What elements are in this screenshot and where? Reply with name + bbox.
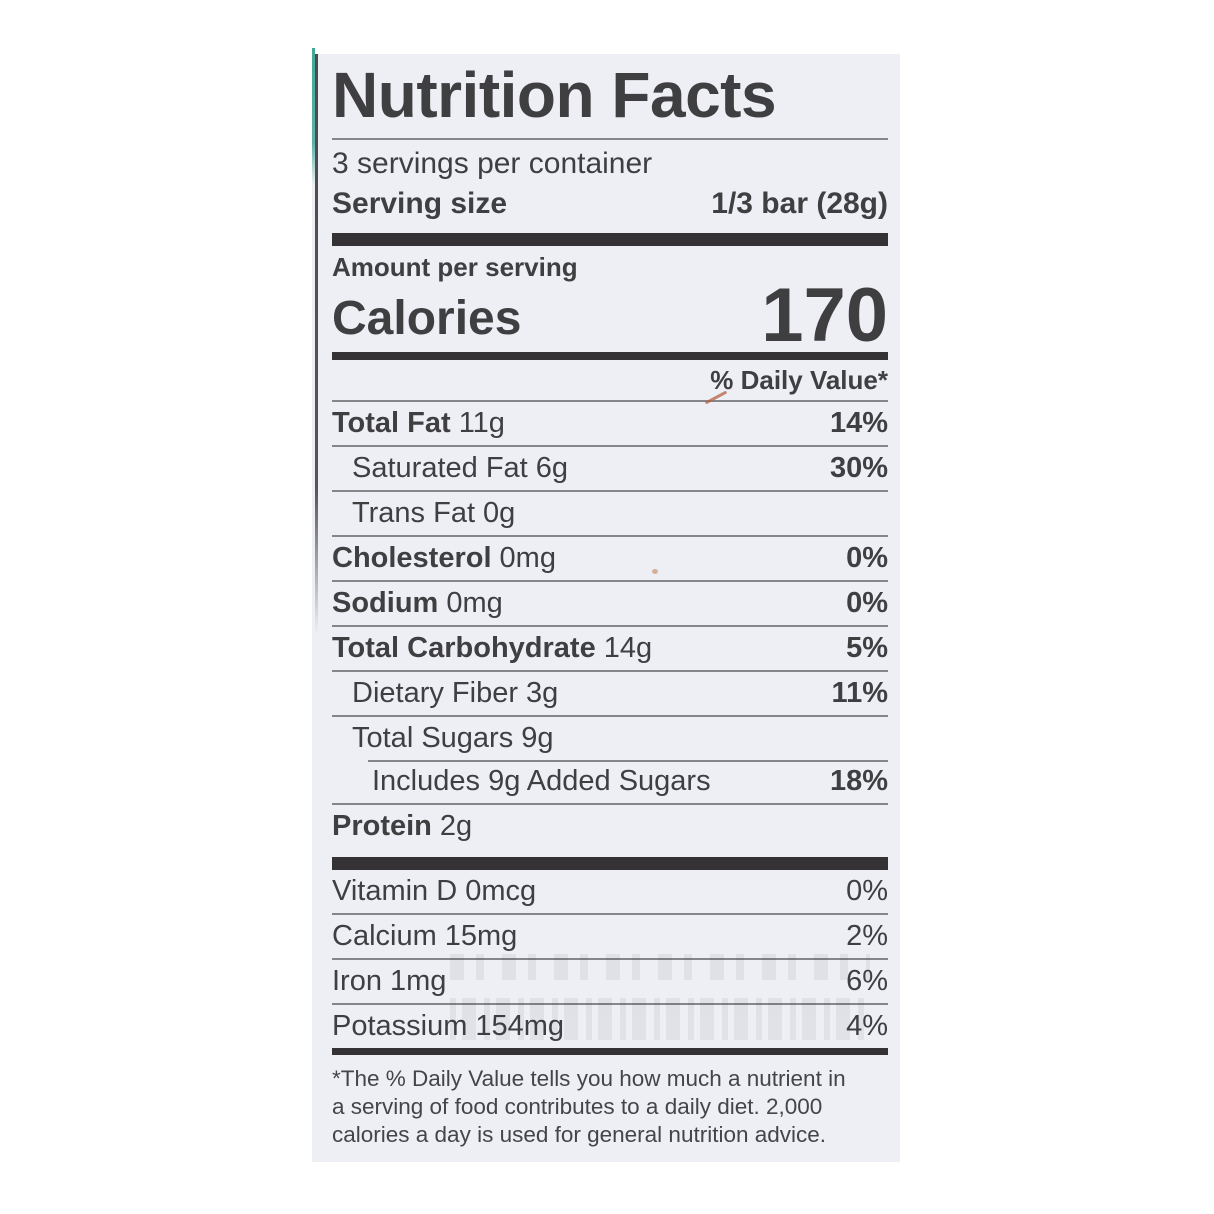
- teal-edge-artifact: [312, 48, 315, 184]
- nutrient-row-trans-fat: Trans Fat 0g: [332, 490, 888, 535]
- daily-value-header: % Daily Value*: [710, 365, 888, 395]
- section-bar-micros: [332, 857, 888, 870]
- nutrient-row-dietary-fiber: Dietary Fiber 3g 11%: [332, 670, 888, 715]
- serving-size-row: Serving size 1/3 bar (28g): [332, 184, 888, 224]
- title-divider: [332, 138, 888, 140]
- nutrient-row-protein: Protein 2g: [332, 803, 888, 848]
- nutrient-row-total-sugars: Total Sugars 9g: [332, 715, 888, 760]
- label-title: Nutrition Facts: [332, 59, 777, 131]
- nutrient-rows: Total Fat 11g 14% Saturated Fat 6g 30% Tra…: [332, 400, 888, 848]
- micronutrient-row-vitamin-d: Vitamin D 0mcg 0%: [332, 875, 888, 907]
- section-bar-bottom: [332, 1048, 888, 1055]
- micronutrient-rows: Vitamin D 0mcg 0% Calcium 15mg 2% Iron 1mg …: [332, 870, 888, 1048]
- label-left-border: [315, 54, 318, 634]
- nutrient-row-added-sugars: Includes 9g Added Sugars 18%: [332, 760, 888, 803]
- calories-label: Calories: [332, 292, 522, 345]
- nutrient-row-total-fat: Total Fat 11g 14%: [332, 400, 888, 445]
- serving-size-value: 1/3 bar (28g): [711, 187, 888, 220]
- section-bar-top: [332, 233, 888, 246]
- micronutrient-row-iron: Iron 1mg 6%: [332, 958, 888, 1003]
- nutrient-row-total-carbohydrate: Total Carbohydrate 14g 5%: [332, 625, 888, 670]
- nutrient-row-sodium: Sodium 0mg 0%: [332, 580, 888, 625]
- micronutrient-row-calcium: Calcium 15mg 2%: [332, 913, 888, 958]
- section-bar-calories: [332, 352, 888, 360]
- nutrition-facts-label: Nutrition Facts 3 servings per container…: [312, 48, 900, 1162]
- calories-row: Calories 170: [332, 273, 888, 358]
- serving-size-label: Serving size: [332, 187, 508, 220]
- nutrient-row-saturated-fat: Saturated Fat 6g 30%: [332, 445, 888, 490]
- scan-speck-artifact: [652, 569, 658, 574]
- amount-per-serving-label: Amount per serving: [332, 252, 578, 282]
- micronutrient-row-potassium: Potassium 154mg 4%: [332, 1003, 888, 1048]
- nutrient-row-cholesterol: Cholesterol 0mg 0%: [332, 535, 888, 580]
- calories-value: 170: [761, 273, 888, 358]
- daily-value-footnote: *The % Daily Value tells you how much a …: [332, 1066, 846, 1147]
- servings-per-container: 3 servings per container: [332, 147, 653, 180]
